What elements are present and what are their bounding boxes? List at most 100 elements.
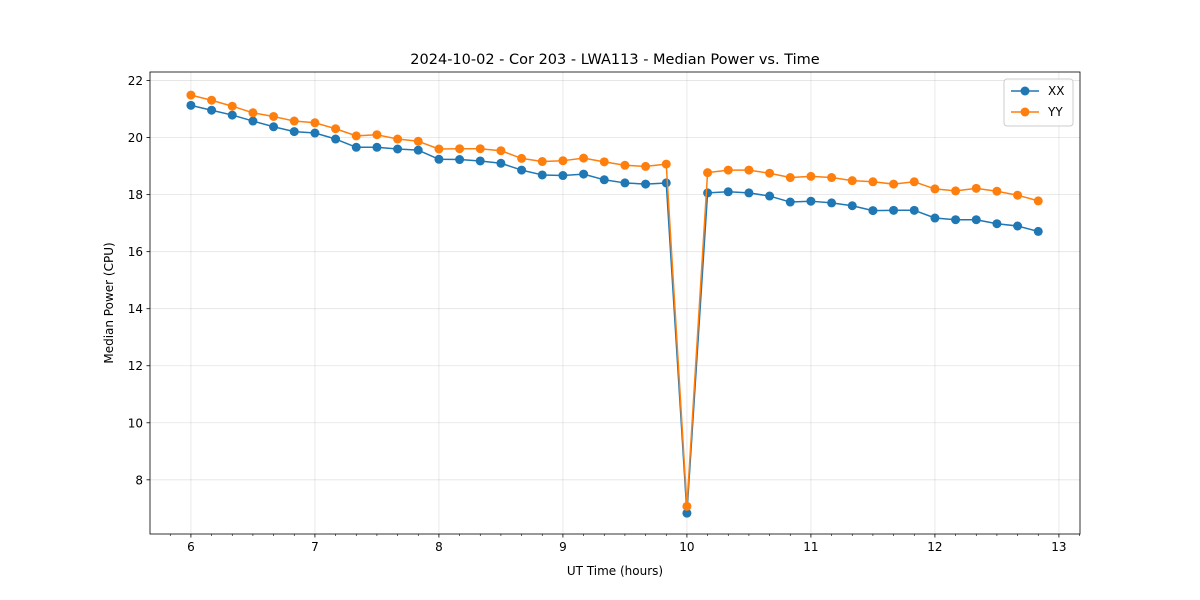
x-axis-label: UT Time (hours) [567,564,663,578]
data-point-yy [703,168,713,178]
data-point-xx [413,145,423,155]
data-point-yy [372,130,382,140]
data-point-yy [579,153,589,163]
data-point-xx [537,170,547,180]
x-tick-label: 7 [311,540,319,554]
data-point-yy [930,184,940,194]
data-point-yy [641,161,651,171]
y-tick-label: 22 [128,74,143,88]
data-point-xx [641,179,651,189]
y-tick-label: 18 [128,188,143,202]
y-tick-label: 14 [128,302,143,316]
x-tick-label: 9 [559,540,567,554]
data-point-yy [744,165,754,175]
data-point-yy [992,186,1002,196]
data-point-xx [227,110,237,120]
data-point-yy [351,131,361,141]
data-point-yy [682,501,692,511]
data-point-xx [951,215,961,225]
data-point-xx [269,122,279,132]
ticks: 6 7 8 9 10 11 12 13 8 10 12 14 16 18 20 22 [128,74,1080,554]
data-point-xx [475,156,485,166]
data-point-xx [1033,226,1043,236]
y-tick-label: 16 [128,245,143,259]
data-point-yy [971,183,981,193]
data-point-xx [744,188,754,198]
data-point-yy [909,177,919,187]
data-point-yy [331,124,341,134]
legend-xx-marker [1020,86,1030,96]
legend-yy-label: YY [1047,105,1063,119]
data-point-yy [186,90,196,100]
data-point-yy [207,95,217,105]
data-point-xx [599,175,609,185]
x-tick-label: 13 [1051,540,1066,554]
x-tick-label: 11 [803,540,818,554]
data-point-yy [517,153,527,163]
data-point-xx [806,196,816,206]
y-tick-label: 12 [128,359,143,373]
data-point-xx [868,206,878,216]
data-point-yy [455,144,465,154]
data-point-xx [517,165,527,175]
data-point-xx [579,169,589,179]
data-point-yy [393,134,403,144]
data-point-yy [620,160,630,170]
data-point-xx [496,158,506,168]
data-point-xx [372,142,382,152]
data-point-xx [992,219,1002,229]
data-point-xx [620,178,630,188]
data-point-xx [765,191,775,201]
y-tick-label: 20 [128,131,143,145]
data-point-yy [661,159,671,169]
data-point-yy [227,101,237,111]
legend-yy-marker [1020,107,1030,117]
data-point-yy [310,118,320,128]
data-point-xx [248,116,258,126]
y-tick-label: 8 [135,473,143,487]
data-point-xx [558,171,568,181]
data-point-xx [785,197,795,207]
data-point-xx [930,213,940,223]
legend: XX YY [1003,78,1074,127]
data-point-yy [558,156,568,166]
data-point-yy [413,136,423,146]
data-point-yy [475,144,485,154]
data-point-yy [248,108,258,118]
data-point-xx [207,105,217,115]
data-point-xx [703,188,713,198]
data-point-xx [455,155,465,165]
data-point-xx [351,142,361,152]
data-point-yy [496,146,506,156]
x-tick-label: 10 [679,540,694,554]
data-point-xx [186,100,196,110]
data-point-yy [868,177,878,187]
data-point-yy [765,168,775,178]
data-point-xx [393,144,403,154]
data-point-yy [889,179,899,189]
data-point-yy [806,171,816,181]
y-axis-label: Median Power (CPU) [102,242,116,363]
data-point-xx [847,201,857,211]
data-point-xx [723,187,733,197]
data-point-yy [1013,190,1023,200]
data-point-yy [723,165,733,175]
data-point-yy [537,157,547,167]
data-point-xx [1013,221,1023,231]
series-layer [186,90,1043,518]
data-point-xx [434,154,444,164]
data-point-xx [310,128,320,138]
data-point-yy [599,157,609,167]
data-point-yy [269,111,279,121]
data-point-yy [847,176,857,186]
data-point-xx [661,178,671,188]
x-tick-label: 8 [435,540,443,554]
legend-xx-label: XX [1048,84,1064,98]
data-point-xx [909,205,919,215]
data-point-yy [289,116,299,126]
data-point-yy [434,144,444,154]
data-point-xx [682,508,692,518]
data-point-xx [971,215,981,225]
